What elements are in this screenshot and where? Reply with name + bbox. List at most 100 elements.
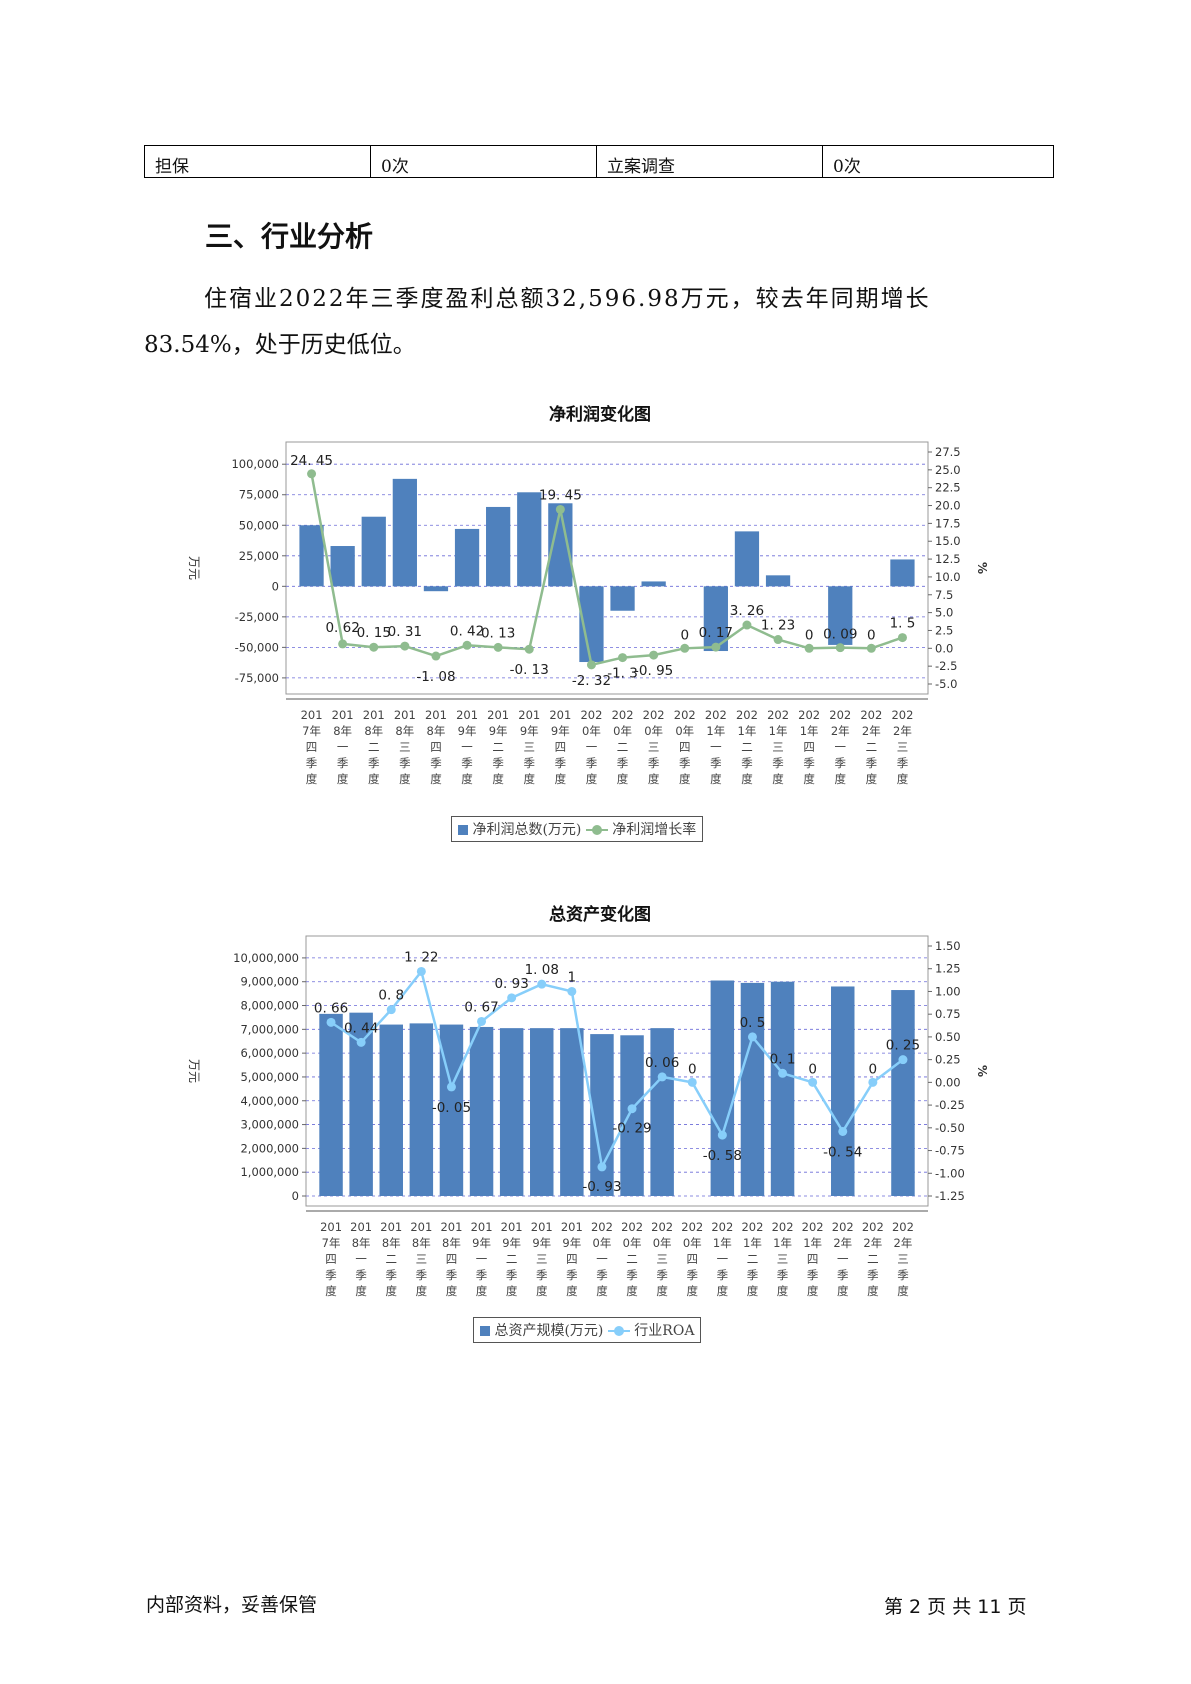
bar [486,506,511,587]
line-point [897,633,907,643]
y-tick-label: 3,000,000 [240,1118,299,1132]
x-tick-label: 季 [386,1268,398,1282]
y-axis-label: 万元 [187,556,201,580]
bar [831,986,855,1196]
y2-tick-label: -0.50 [935,1121,965,1135]
x-tick-label: 四 [566,1252,578,1266]
line-point [808,1077,818,1087]
x-tick-label: 季 [524,756,536,770]
x-tick-label: 季 [337,756,349,770]
x-tick-label: 202 [860,708,882,722]
x-tick-label: 度 [461,772,473,786]
line-point [326,1017,336,1027]
table-cell: 0次 [822,145,1054,178]
x-tick-label: 季 [368,756,380,770]
x-tick-label: 季 [867,1268,879,1282]
x-tick-label: 四 [679,740,691,754]
x-tick-label: 201 [531,1220,553,1234]
legend-entry-assets: 总资产规模(万元) [494,1323,604,1339]
data-label: 0. 93 [494,976,528,992]
table-cell: 立案调查 [596,145,823,178]
line-point [567,986,577,996]
line-point [416,966,426,976]
bar [423,586,449,592]
x-tick-label: 9年 [502,1236,521,1250]
line-legend-swatch [585,825,608,835]
data-label: 0 [869,1061,878,1077]
x-tick-label: 202 [705,708,727,722]
x-tick-label: 2年 [863,1236,882,1250]
data-label: -0. 29 [612,1121,651,1137]
x-tick-label: 度 [399,772,411,786]
data-label: 0. 09 [823,627,857,643]
x-tick-label: 201 [425,708,447,722]
x-tick-label: 201 [410,1220,432,1234]
x-tick-label: 7年 [322,1236,341,1250]
bar [517,492,542,587]
x-tick-label: 季 [555,756,567,770]
y2-tick-label: 12.5 [935,552,961,566]
x-tick-label: 1年 [773,1236,792,1250]
data-label: 1 [568,969,577,985]
x-tick-label: 度 [368,772,380,786]
y-tick-label: -25,000 [235,610,279,624]
y2-tick-label: 25.0 [935,463,961,477]
x-tick-label: 季 [461,756,473,770]
y-tick-label: 9,000,000 [240,975,299,989]
x-tick-label: 季 [306,756,318,770]
profit-chart: 100,000 75,000 50,000 25,000 0 -25,000 -50,000… [187,441,989,786]
y2-tick-label: 17.5 [935,516,961,530]
legend-entry-profit: 净利润总数(万元) [472,822,582,838]
data-label: 1. 5 [890,616,916,632]
x-tick-label: 一 [355,1252,367,1266]
x-tick-label: 季 [492,756,504,770]
line-point [555,504,565,514]
x-tick-label: 季 [897,1268,909,1282]
y-tick-label: 1,000,000 [240,1165,299,1179]
y-tick-label: 7,000,000 [240,1022,299,1036]
x-tick-label: 二 [506,1252,518,1266]
data-label: 0 [867,627,876,643]
bar [299,525,324,587]
x-tick-label: 四 [325,1252,337,1266]
x-tick-label: 四 [555,740,567,754]
x-tick-label: 一 [717,1252,729,1266]
footer-page-number: 第 2 页 共 11 页 [884,1596,1027,1618]
y2-tick-label: 0.75 [935,1007,961,1021]
x-tick-label: 8年 [412,1236,431,1250]
x-tick-label: 202 [591,1220,613,1234]
bar [409,1023,434,1196]
x-tick-label: 度 [596,1284,608,1298]
line-point [866,643,876,653]
x-tick-label: 季 [566,1268,578,1282]
x-tick-label: 度 [897,1284,909,1298]
x-tick-label: 度 [717,1284,729,1298]
x-tick-label: 0年 [644,724,663,738]
x-tick-label: 202 [580,708,602,722]
x-tick-label: 一 [596,1252,608,1266]
y2-tick-label: 1.00 [935,984,961,998]
y2-tick-label: 10.0 [935,570,961,584]
assets-chart: 10,000,000 9,000,000 8,000,000 7,000,000 6,0… [187,935,989,1298]
data-label: 0. 1 [770,1051,796,1067]
bar [392,478,417,587]
y2-tick-label: 0.0 [935,641,953,655]
bar [560,1028,584,1196]
x-tick-label: 度 [386,1284,398,1298]
x-tick-label: 三 [772,740,784,754]
line-point [493,642,503,652]
chart-title-assets: 总资产变化图 [549,905,651,925]
x-tick-label: 度 [337,772,349,786]
x-tick-label: 202 [674,708,696,722]
x-tick-label: 度 [476,1284,488,1298]
x-tick-label: 三 [536,1252,548,1266]
data-label: -0. 58 [703,1148,742,1164]
x-tick-label: 202 [862,1220,884,1234]
x-tick-label: 202 [772,1220,794,1234]
x-tick-label: 季 [617,756,629,770]
x-tick-label: 201 [440,1220,462,1234]
x-tick-label: 一 [337,740,349,754]
x-tick-label: 季 [837,1268,849,1282]
x-tick-label: 201 [380,1220,402,1234]
bar [319,1013,343,1196]
